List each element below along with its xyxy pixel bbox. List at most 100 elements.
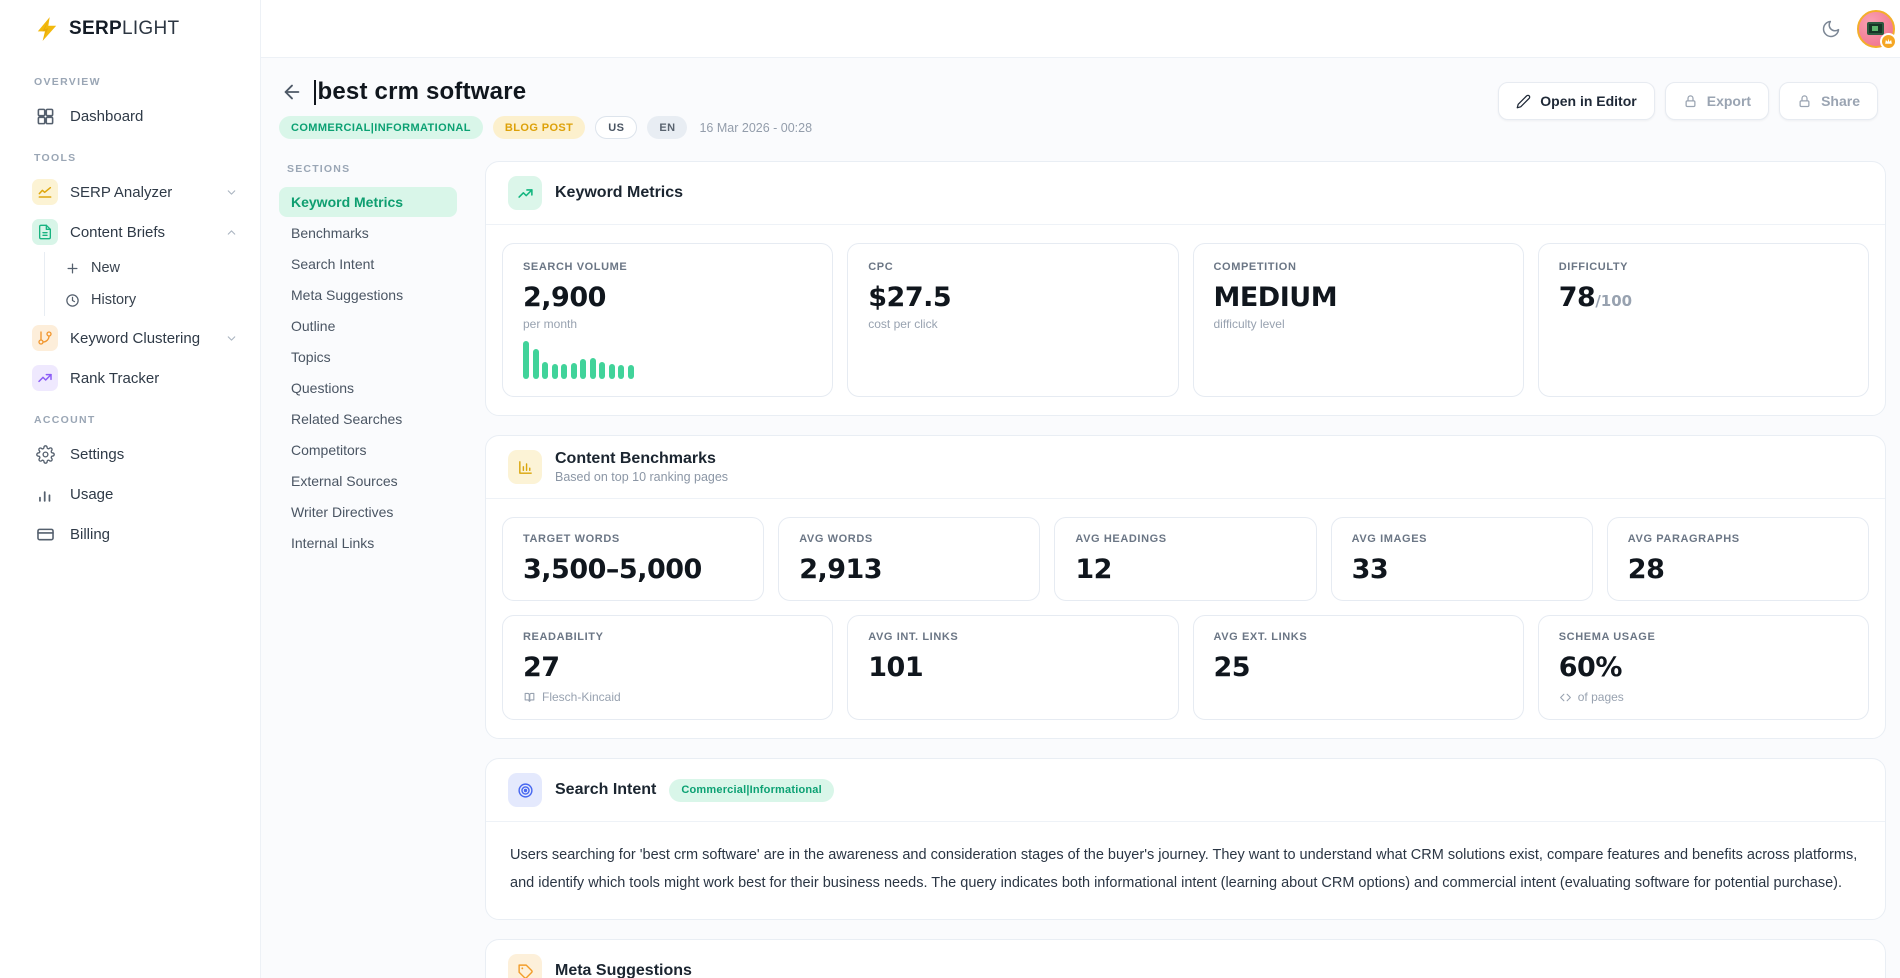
benchmarks-section: Content Benchmarks Based on top 10 ranki… [485,435,1886,739]
text-cursor [314,79,316,105]
usage-bars-icon [32,481,58,507]
page-title[interactable]: best crm software [314,78,526,106]
sidebar-item-label: Dashboard [70,107,144,125]
sidebar-item-label: Rank Tracker [70,369,160,387]
benchmark-footnote: of pages [1559,690,1848,704]
page-header: best crm software COMMERCIAL|INFORMATION… [261,58,1900,139]
action-button-label: Export [1706,93,1752,109]
share-button[interactable]: Share [1779,82,1878,120]
sidebar-subitems: New History [44,252,246,316]
metric-value: $27.5 [868,282,952,313]
intent-badge: Commercial|Informational [669,778,834,802]
target-icon [508,773,542,807]
crown-icon [1880,32,1897,50]
sections-nav-item-meta-suggestions[interactable]: Meta Suggestions [291,287,404,303]
content-briefs-icon [32,219,58,245]
sidebar-item-label: Settings [70,445,125,463]
metric-card-search-volume: SEARCH VOLUME 2,900 per month [502,243,834,397]
sidebar-item-keyword-clustering[interactable]: Keyword Clustering [20,318,246,358]
main-column: Keyword Metrics SEARCH VOLUME 2,900 per mo… [485,161,1886,978]
benchmark-label: SCHEMA USAGE [1558,631,1656,643]
header-actions: Open in Editor Export Share [1498,78,1878,120]
benchmark-value: 28 [1627,554,1665,585]
sections-nav-item-external-sources[interactable]: External Sources [291,473,398,489]
sections-nav-item-keyword-metrics[interactable]: Keyword Metrics [279,187,457,217]
badge-en: EN [647,116,688,139]
metric-sublabel: difficulty level [1213,317,1285,331]
benchmark-value: 12 [1075,554,1112,585]
sidebar-item-label: Billing [70,525,111,543]
tag-icon [508,954,542,978]
sidebar-subitem-new[interactable]: New [45,252,246,284]
chevron-down-icon[interactable] [225,186,238,199]
sections-nav-item-writer-directives[interactable]: Writer Directives [291,504,394,520]
sidebar-item-rank-tracker[interactable]: Rank Tracker [20,358,246,398]
content: SECTIONS Keyword Metrics Benchmarks Search… [261,139,1900,978]
export-button[interactable]: Export [1664,82,1770,120]
back-button[interactable] [279,79,305,105]
benchmark-label: AVG IMAGES [1351,533,1428,545]
dark-mode-toggle[interactable] [1821,19,1841,39]
benchmark-label: AVG EXT. LINKS [1213,631,1308,643]
benchmark-label: AVG PARAGRAPHS [1627,533,1740,545]
action-button-label: Open in Editor [1540,93,1637,109]
bar-chart-icon [508,450,542,484]
sections-nav-item-benchmarks[interactable]: Benchmarks [291,225,369,241]
benchmark-card-avg-images: AVG IMAGES 33 [1330,517,1593,601]
benchmark-card-avg-headings: AVG HEADINGS 12 [1054,517,1317,601]
sections-nav-label: SECTIONS [287,163,351,175]
nav-group-label: TOOLS [34,152,77,164]
metric-label: CPC [868,261,894,273]
lightning-bolt-icon [34,16,60,42]
sidebar-subitem-label: New [91,260,121,276]
page: best crm software COMMERCIAL|INFORMATION… [261,58,1900,978]
avatar-art [1867,21,1884,35]
sections-nav: SECTIONS Keyword Metrics Benchmarks Search… [279,161,457,559]
gear-icon [32,441,58,467]
sidebar-item-billing[interactable]: Billing [20,514,246,554]
benchmark-label: AVG WORDS [799,533,873,545]
avatar[interactable] [1857,9,1897,50]
main-area: best crm software COMMERCIAL|INFORMATION… [261,0,1900,978]
search-volume-sparkline [523,341,812,379]
sidebar-item-content-briefs[interactable]: Content Briefs [20,212,246,252]
keyword-clustering-icon [32,325,58,351]
sidebar-item-label: Usage [70,485,114,503]
benchmark-footnote-text: of pages [1577,690,1624,704]
benchmark-card-target-words: TARGET WORDS 3,500–5,000 [502,517,765,601]
sidebar-item-serp-analyzer[interactable]: SERP Analyzer [20,172,246,212]
benchmark-label: READABILITY [523,631,604,643]
sidebar-item-usage[interactable]: Usage [20,474,246,514]
sidebar-subitem-label: History [91,292,137,308]
benchmark-card-avg-int-links: AVG INT. LINKS 101 [847,615,1179,720]
sections-nav-item-competitors[interactable]: Competitors [291,442,367,458]
sidebar-item-dashboard[interactable]: Dashboard [20,96,246,136]
open-in-editor-button[interactable]: Open in Editor [1498,82,1655,120]
benchmarks-row-2: READABILITY 27 Flesch-Kincaid AVG INT. LINK… [502,615,1869,720]
nav-group-label: OVERVIEW [34,76,101,88]
sections-nav-item-topics[interactable]: Topics [291,349,331,365]
badge-blog-post: BLOG POST [492,116,586,139]
sections-nav-item-internal-links[interactable]: Internal Links [291,535,375,551]
sections-nav-item-related-searches[interactable]: Related Searches [291,411,403,427]
sidebar-subitem-history[interactable]: History [45,284,246,316]
sidebar-item-settings[interactable]: Settings [20,434,246,474]
badge-row: COMMERCIAL|INFORMATIONAL BLOG POST US EN 16 … [279,116,812,139]
brand-logo[interactable]: SERPLIGHT [0,0,260,58]
sections-nav-item-questions[interactable]: Questions [291,380,355,396]
chevron-up-icon[interactable] [225,226,238,239]
benchmark-value: 101 [868,652,924,683]
section-title: Meta Suggestions [555,962,692,978]
benchmark-value: 3,500–5,000 [523,554,702,585]
benchmark-footnote: Flesch-Kincaid [523,690,812,704]
serp-analyzer-icon [32,179,58,205]
sections-nav-item-search-intent[interactable]: Search Intent [291,256,375,272]
benchmark-card-avg-paragraphs: AVG PARAGRAPHS 28 [1606,517,1869,601]
benchmarks-row-1: TARGET WORDS 3,500–5,000 AVG WORDS 2,913 AVG… [502,517,1869,601]
sections-nav-item-outline[interactable]: Outline [291,318,336,334]
metric-value: 78/100 [1558,282,1633,313]
code-icon [1559,691,1572,704]
chevron-down-icon[interactable] [225,332,238,345]
sections-list: Keyword Metrics Benchmarks Search Intent Me… [279,187,457,558]
metric-value: 2,900 [523,282,606,313]
